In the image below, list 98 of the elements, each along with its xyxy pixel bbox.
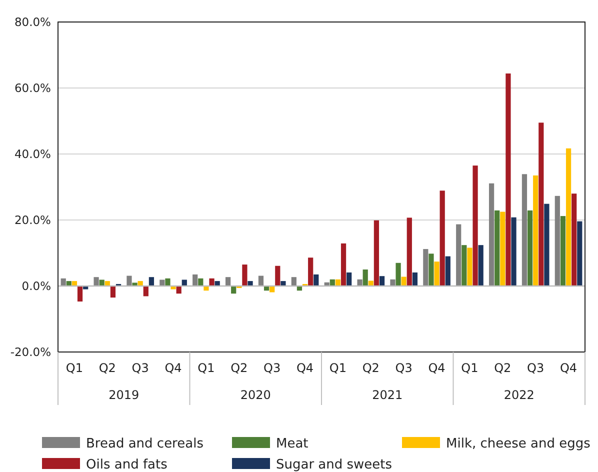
bar <box>60 278 66 286</box>
y-tick-label: -20.0% <box>10 345 52 360</box>
bar <box>396 262 401 286</box>
x-tick-label: Q1 <box>198 361 215 375</box>
legend-label: Milk, cheese and eggs <box>446 436 591 452</box>
bar <box>412 272 418 286</box>
bar <box>467 248 472 286</box>
bar <box>83 286 88 290</box>
y-tick-label: 40.0% <box>14 147 52 162</box>
bar <box>566 148 572 286</box>
bar <box>434 262 440 286</box>
bar <box>165 278 170 286</box>
x-tick-label: Q1 <box>461 361 478 375</box>
x-tick-label: Q2 <box>98 361 116 375</box>
bar <box>99 280 104 286</box>
x-tick-label: Q3 <box>527 361 544 375</box>
y-tick-label: 80.0% <box>14 15 52 30</box>
bar <box>560 216 566 286</box>
bar <box>572 194 577 286</box>
bar <box>462 245 467 286</box>
bar <box>94 277 99 286</box>
bar <box>357 279 362 286</box>
bar <box>77 286 83 302</box>
bar <box>231 286 236 294</box>
bar <box>440 190 445 286</box>
bar <box>198 278 204 286</box>
legend-label: Oils and fats <box>86 458 168 472</box>
bar <box>577 221 582 286</box>
bar <box>554 196 560 286</box>
bar <box>500 212 506 286</box>
bar <box>478 245 484 286</box>
bar <box>182 280 187 286</box>
bar <box>406 218 412 286</box>
bar <box>374 220 380 286</box>
bar <box>132 282 138 286</box>
bar <box>423 249 428 286</box>
legend-label: Bread and cereals <box>86 436 204 452</box>
bar <box>472 166 478 286</box>
bar <box>379 276 385 286</box>
bar <box>488 183 494 286</box>
x-tick-label: Q2 <box>494 361 512 375</box>
bar <box>456 224 462 286</box>
bar <box>258 276 264 286</box>
y-tick-label: 20.0% <box>14 213 52 228</box>
x-tick-label: Q4 <box>428 361 446 375</box>
text: 2020 <box>240 388 271 402</box>
bar <box>346 272 352 286</box>
bar <box>176 286 182 294</box>
bar <box>368 280 374 286</box>
x-tick-label: Q4 <box>296 361 314 375</box>
bar <box>126 276 132 286</box>
bar <box>148 277 154 286</box>
bar <box>170 286 176 290</box>
bar <box>270 286 275 292</box>
x-tick-label: Q3 <box>264 361 281 375</box>
bar <box>506 73 511 286</box>
text: 2022 <box>504 388 534 402</box>
bar <box>192 274 198 286</box>
bar <box>538 122 544 286</box>
x-tick-label: Q3 <box>395 361 412 375</box>
text: 2021 <box>372 388 403 402</box>
bar <box>314 274 319 286</box>
bar <box>225 277 231 286</box>
bar <box>533 175 538 286</box>
x-tick-label: Q2 <box>230 361 248 375</box>
x-tick-label: Q4 <box>164 361 182 375</box>
bar <box>204 286 209 291</box>
y-tick-label: 60.0% <box>14 81 52 96</box>
x-tick-label: Q3 <box>132 361 149 375</box>
bar <box>209 278 214 286</box>
x-tick-label: Q2 <box>362 361 380 375</box>
bar <box>308 258 314 286</box>
text: 2019 <box>108 388 140 402</box>
bar <box>544 204 550 286</box>
x-tick-label: Q1 <box>329 361 347 375</box>
bar <box>242 264 248 286</box>
bar <box>362 270 368 286</box>
bar <box>160 280 165 286</box>
x-tick-label: Q4 <box>560 361 578 375</box>
x-tick-label: Q1 <box>66 361 84 375</box>
bar <box>248 281 253 286</box>
y-tick-label: 0.0% <box>22 279 52 294</box>
bar <box>143 286 148 296</box>
bar <box>511 217 516 286</box>
bar <box>340 243 346 286</box>
bar <box>280 281 286 286</box>
bar <box>445 256 450 286</box>
bar <box>527 210 533 286</box>
bar <box>494 210 500 286</box>
bar <box>522 174 528 286</box>
bar <box>428 254 434 286</box>
legend-label: Meat <box>276 436 308 452</box>
bar <box>401 276 406 286</box>
bar <box>390 279 396 286</box>
bar <box>275 266 280 286</box>
legend-label: Sugar and sweets <box>276 458 392 472</box>
bar <box>291 277 296 286</box>
bar <box>110 286 116 298</box>
